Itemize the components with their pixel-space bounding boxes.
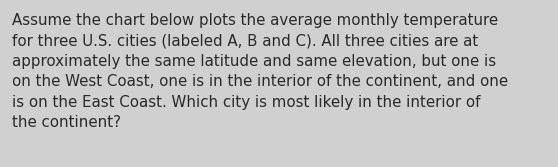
Text: Assume the chart below plots the average monthly temperature
for three U.S. citi: Assume the chart below plots the average… [12, 13, 508, 130]
